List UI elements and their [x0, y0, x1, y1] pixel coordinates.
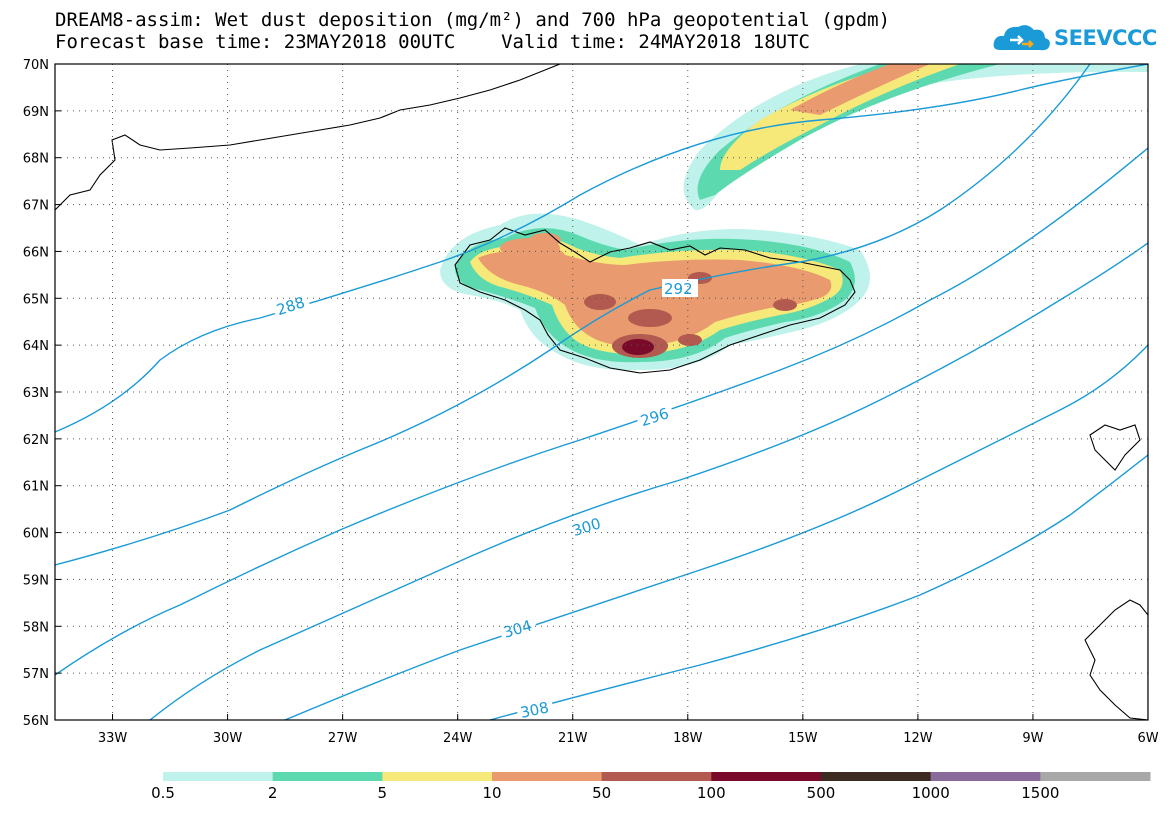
legend-swatch	[272, 772, 383, 781]
lat-tick-label: 65N	[23, 292, 49, 307]
contour-292-lower	[55, 64, 1091, 566]
lat-tick-label: 63N	[23, 386, 49, 401]
lon-tick-label: 33W	[98, 731, 128, 746]
lat-tick-label: 67N	[23, 199, 49, 214]
legend-label: 500	[806, 784, 836, 802]
lon-tick-label: 27W	[328, 731, 358, 746]
lat-tick-label: 69N	[23, 105, 49, 120]
legend-swatch	[1040, 772, 1151, 781]
coastline-scotland	[1084, 599, 1148, 720]
contour-label-288: 288	[274, 293, 307, 319]
axis-ticks	[55, 63, 1149, 721]
lon-tick-label: 15W	[788, 731, 818, 746]
legend-swatch	[492, 772, 603, 781]
contour-label-292: 292	[664, 280, 693, 298]
lat-tick-label: 60N	[23, 527, 49, 542]
lat-tick-label: 56N	[23, 714, 49, 729]
contour-label-300: 300	[570, 514, 603, 540]
dust-field-iceland	[440, 213, 870, 371]
legend-swatch	[711, 772, 822, 781]
contour-296	[55, 147, 1148, 676]
lat-tick-label: 57N	[23, 667, 49, 682]
legend-label: 1000	[911, 784, 950, 802]
legend-colorbar	[163, 772, 1151, 781]
lat-tick-label: 62N	[23, 433, 49, 448]
map-title: DREAM8-assim: Wet dust deposition (mg/m²…	[55, 9, 891, 31]
contour-304	[284, 344, 1148, 720]
dust-plume-northeast	[683, 64, 1148, 211]
legend-label: 2	[267, 784, 278, 802]
contour-label-304: 304	[501, 617, 533, 642]
legend-swatch	[163, 772, 274, 781]
lat-tick-label: 59N	[23, 573, 49, 588]
lat-tick-label: 61N	[23, 480, 49, 495]
coastline-greenland	[55, 64, 561, 211]
legend-swatch	[821, 772, 932, 781]
lon-tick-label: 18W	[673, 731, 703, 746]
legend-label: 5	[377, 784, 388, 802]
lon-tick-label: 30W	[213, 731, 243, 746]
seevccc-logo: SEEVCCC	[992, 18, 1157, 58]
logo-text: SEEVCCC	[1054, 26, 1157, 50]
lat-tick-label: 68N	[23, 152, 49, 167]
legend-label: 1500	[1021, 784, 1060, 802]
lat-tick-label: 58N	[23, 620, 49, 635]
map-subtitle-times: Forecast base time: 23MAY2018 00UTC Vali…	[55, 31, 810, 53]
contour-300	[149, 242, 1148, 720]
contour-label-308: 308	[519, 698, 551, 722]
contour-label-296: 296	[638, 404, 671, 430]
lon-tick-label: 21W	[558, 731, 588, 746]
lon-tick-label: 24W	[443, 731, 473, 746]
legend-label: 0.5	[151, 784, 175, 802]
legend-swatch	[930, 772, 1041, 781]
lon-tick-label: 9W	[1022, 731, 1043, 746]
legend-label: 100	[697, 784, 726, 802]
legend-label: 50	[592, 784, 612, 802]
map-area: 288 292 296 300 304 308	[55, 64, 1148, 722]
legend-label: 10	[482, 784, 502, 802]
lat-tick-label: 70N	[23, 58, 49, 73]
geopotential-contours	[55, 64, 1148, 720]
axis-tick-labels: 33W 30W 27W 24W 21W 18W 15W 12W 9W 6W 70N 69N 68N 67N…	[23, 58, 1159, 746]
legend-swatch	[601, 772, 712, 781]
contour-288	[55, 64, 1148, 433]
contour-308	[489, 454, 1148, 720]
lat-tick-label: 66N	[23, 245, 49, 260]
graticule	[55, 64, 1148, 720]
coastline-faroes	[1089, 424, 1141, 471]
legend-swatch	[382, 772, 493, 781]
lon-tick-label: 12W	[903, 731, 933, 746]
cloud-icon	[993, 25, 1050, 51]
lat-tick-label: 64N	[23, 339, 49, 354]
lon-tick-label: 6W	[1137, 731, 1158, 746]
